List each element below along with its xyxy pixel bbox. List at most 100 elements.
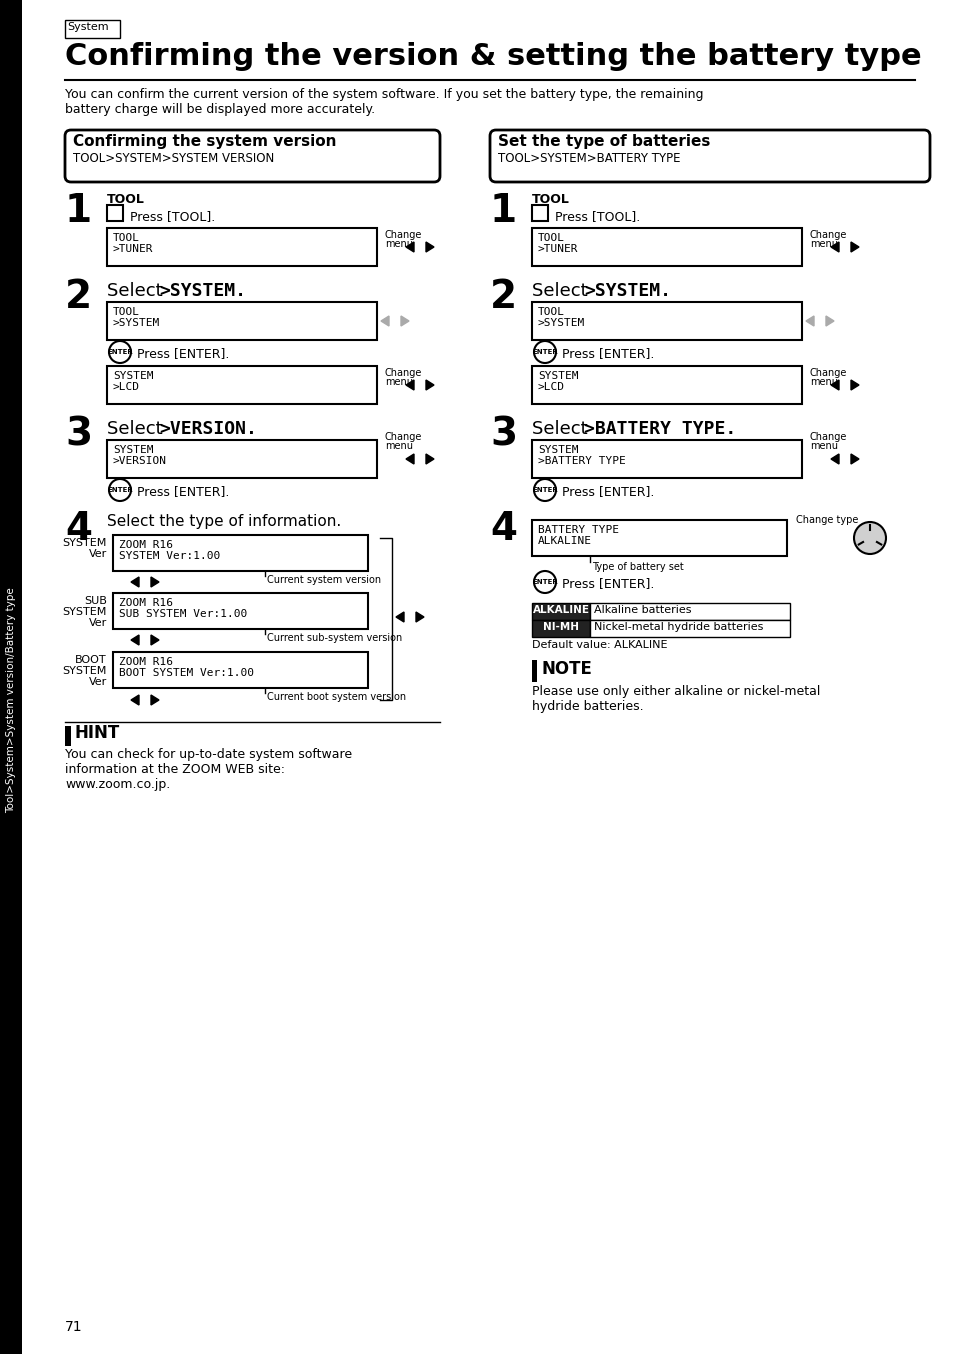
Text: Select: Select	[532, 420, 593, 437]
Text: SYSTEM Ver:1.00: SYSTEM Ver:1.00	[119, 551, 220, 561]
Text: Press [TOOL].: Press [TOOL].	[555, 210, 639, 223]
Text: Press [ENTER].: Press [ENTER].	[561, 485, 654, 498]
Text: Select the type of information.: Select the type of information.	[107, 515, 341, 529]
FancyBboxPatch shape	[65, 130, 439, 181]
Bar	[532, 520, 786, 556]
Bar	[107, 227, 376, 265]
Text: >SYSTEM: >SYSTEM	[537, 318, 584, 328]
Text: Select: Select	[107, 420, 168, 437]
Text: 3: 3	[65, 416, 92, 454]
Text: HINT: HINT	[75, 724, 120, 742]
Text: ENTER: ENTER	[532, 349, 558, 355]
Text: TOOL>SYSTEM>BATTERY TYPE: TOOL>SYSTEM>BATTERY TYPE	[497, 152, 679, 165]
Text: menu: menu	[385, 376, 413, 387]
Text: menu: menu	[809, 376, 837, 387]
Text: Confirming the system version: Confirming the system version	[73, 134, 336, 149]
Text: Type of battery set: Type of battery set	[592, 562, 683, 571]
Text: >BATTERY TYPE.: >BATTERY TYPE.	[583, 420, 736, 437]
Polygon shape	[426, 454, 434, 464]
Text: Change type: Change type	[795, 515, 858, 525]
Text: menu: menu	[809, 441, 837, 451]
Polygon shape	[395, 612, 403, 621]
Polygon shape	[850, 454, 858, 464]
Bar	[112, 653, 368, 688]
Polygon shape	[406, 380, 414, 390]
Text: menu: menu	[809, 240, 837, 249]
Polygon shape	[426, 242, 434, 252]
Text: Default value: ALKALINE: Default value: ALKALINE	[532, 640, 667, 650]
Polygon shape	[805, 315, 813, 326]
Polygon shape	[380, 315, 389, 326]
Polygon shape	[151, 695, 159, 705]
Circle shape	[534, 341, 556, 363]
Text: Select: Select	[532, 282, 593, 301]
Text: Press [ENTER].: Press [ENTER].	[561, 347, 654, 360]
Text: menu: menu	[385, 240, 413, 249]
Text: Change: Change	[385, 230, 422, 240]
Text: >VERSION: >VERSION	[112, 456, 167, 466]
Text: 2: 2	[490, 278, 517, 315]
Circle shape	[853, 523, 885, 554]
Polygon shape	[830, 242, 838, 252]
Text: 71: 71	[65, 1320, 83, 1334]
Bar	[532, 659, 537, 682]
Text: ZOOM R16: ZOOM R16	[119, 657, 172, 668]
Text: 1: 1	[65, 192, 92, 230]
Text: menu: menu	[385, 441, 413, 451]
Text: >TUNER: >TUNER	[112, 244, 153, 255]
Bar	[532, 227, 801, 265]
Bar	[589, 620, 789, 636]
Text: ZOOM R16: ZOOM R16	[119, 598, 172, 608]
Text: TOOL: TOOL	[107, 194, 145, 206]
Bar	[112, 593, 368, 630]
Text: Ver: Ver	[89, 677, 107, 686]
Text: Change: Change	[809, 230, 846, 240]
Text: TOOL>SYSTEM>SYSTEM VERSION: TOOL>SYSTEM>SYSTEM VERSION	[73, 152, 274, 165]
Text: ALKALINE: ALKALINE	[537, 536, 592, 546]
Text: SYSTEM: SYSTEM	[63, 538, 107, 548]
Bar	[532, 204, 547, 221]
Polygon shape	[151, 577, 159, 588]
Text: 4: 4	[490, 510, 517, 548]
Text: NI-MH: NI-MH	[542, 621, 578, 632]
Bar	[112, 535, 368, 571]
Text: Confirming the version & setting the battery type: Confirming the version & setting the bat…	[65, 42, 921, 70]
Text: SYSTEM: SYSTEM	[537, 371, 578, 380]
Text: Current sub-system version: Current sub-system version	[267, 634, 402, 643]
Polygon shape	[406, 242, 414, 252]
Bar	[532, 366, 801, 403]
Bar	[107, 366, 376, 403]
Polygon shape	[426, 380, 434, 390]
Text: SYSTEM: SYSTEM	[112, 445, 153, 455]
Text: 3: 3	[490, 416, 517, 454]
Bar	[107, 440, 376, 478]
Text: Please use only either alkaline or nickel-metal
hydride batteries.: Please use only either alkaline or nicke…	[532, 685, 820, 714]
Circle shape	[109, 341, 131, 363]
Text: Set the type of batteries: Set the type of batteries	[497, 134, 710, 149]
Bar	[107, 204, 123, 221]
Text: SYSTEM: SYSTEM	[63, 607, 107, 617]
Text: BATTERY TYPE: BATTERY TYPE	[537, 525, 618, 535]
Polygon shape	[406, 454, 414, 464]
Text: System: System	[67, 22, 109, 32]
Text: Ver: Ver	[89, 617, 107, 628]
Text: SYSTEM: SYSTEM	[63, 666, 107, 676]
Text: TOOL: TOOL	[112, 233, 140, 242]
Text: Tool>System>System version/Battery type: Tool>System>System version/Battery type	[6, 588, 16, 812]
Text: 2: 2	[65, 278, 92, 315]
Text: TOOL: TOOL	[537, 307, 564, 317]
Bar	[532, 620, 589, 636]
Polygon shape	[400, 315, 409, 326]
Text: SUB SYSTEM Ver:1.00: SUB SYSTEM Ver:1.00	[119, 609, 247, 619]
Bar	[0, 0, 22, 1354]
FancyBboxPatch shape	[490, 130, 929, 181]
Text: SUB: SUB	[84, 596, 107, 607]
Text: Select: Select	[107, 282, 168, 301]
Circle shape	[534, 479, 556, 501]
Polygon shape	[850, 242, 858, 252]
Text: You can confirm the current version of the system software. If you set the batte: You can confirm the current version of t…	[65, 88, 702, 116]
Text: >TUNER: >TUNER	[537, 244, 578, 255]
Text: TOOL: TOOL	[112, 307, 140, 317]
Circle shape	[109, 479, 131, 501]
Text: Current boot system version: Current boot system version	[267, 692, 406, 701]
